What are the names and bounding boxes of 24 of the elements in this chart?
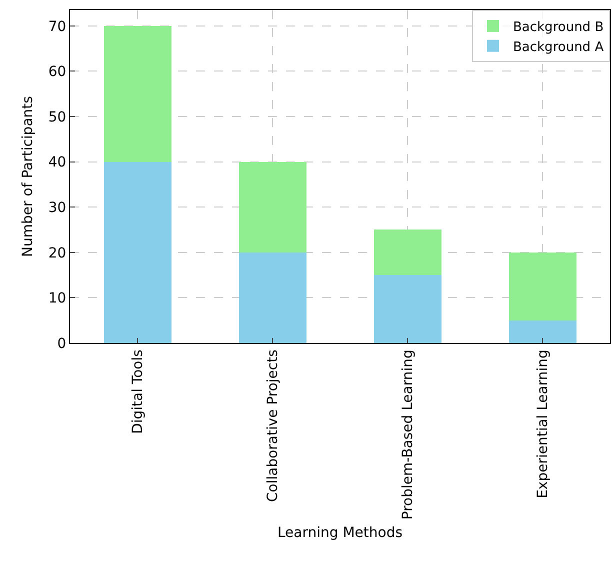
legend-label: Background A (513, 40, 604, 55)
bar (104, 26, 172, 162)
bar (238, 162, 306, 252)
y-tick-label: 70 (48, 18, 66, 35)
bar (508, 252, 576, 320)
y-tick-label: 50 (48, 109, 66, 126)
y-tick-label: 30 (48, 200, 66, 216)
y-tick-label: 0 (57, 336, 66, 352)
y-tick-label: 10 (48, 290, 66, 307)
x-tick-label: Digital Tools (130, 350, 146, 434)
x-tick-label: Problem-Based Learning (400, 350, 416, 520)
bar (104, 162, 172, 343)
legend-label: Background B (513, 20, 604, 36)
y-tick-label: 40 (48, 154, 66, 171)
bar (238, 252, 306, 343)
bar (508, 320, 576, 343)
y-axis-title: Number of Participants (20, 96, 36, 257)
y-tick-label: 20 (48, 245, 66, 262)
x-tick-label: Collaborative Projects (265, 350, 282, 502)
x-tick-label: Experiential Learning (535, 350, 552, 498)
bar (374, 275, 442, 343)
x-axis-title: Learning Methods (277, 524, 403, 541)
bar (374, 230, 442, 276)
y-tick-label: 60 (48, 64, 66, 80)
